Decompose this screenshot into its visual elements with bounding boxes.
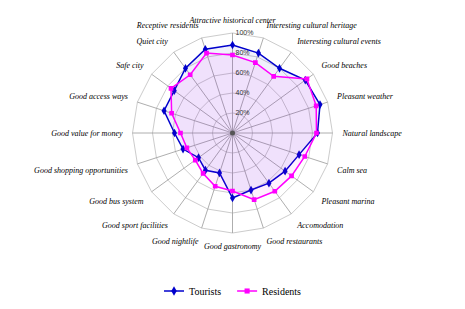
marker — [204, 51, 209, 56]
chart: 20%40%60%80%100%Attractive historical ce… — [0, 0, 465, 309]
category-label: Calm sea — [337, 166, 367, 175]
category-label: Safe city — [116, 61, 144, 70]
marker — [289, 174, 294, 179]
marker — [169, 111, 174, 116]
marker — [302, 154, 307, 159]
marker — [272, 189, 277, 194]
category-labels: Attractive historical centerInteresting … — [34, 16, 402, 251]
legend-marker — [245, 288, 250, 293]
marker — [253, 60, 258, 65]
marker — [183, 64, 188, 73]
tick-labels: 20% 40% 60% 80% 100% — [236, 29, 254, 116]
marker — [193, 158, 198, 163]
tick-label: 80% — [236, 49, 250, 56]
category-label: Good gastronomy — [204, 242, 262, 251]
category-label: Accomodation — [296, 221, 343, 230]
category-label: Good access ways — [69, 92, 128, 101]
series-markers — [162, 41, 323, 203]
series-markers — [169, 51, 319, 202]
category-label: Good value for money — [51, 129, 123, 138]
marker — [169, 86, 174, 91]
marker — [230, 194, 235, 203]
tick-label: 20% — [236, 109, 250, 116]
marker — [256, 49, 261, 58]
category-label: Good sport facilities — [102, 221, 168, 230]
series-line — [171, 53, 316, 199]
grid-ring — [133, 33, 333, 233]
category-label: Natural landscape — [342, 129, 403, 138]
grid — [133, 33, 333, 233]
tick-label: 100% — [236, 29, 254, 36]
legend-item: Tourists — [164, 286, 221, 297]
legend-label: Residents — [262, 286, 301, 297]
category-label: Good restaurants — [266, 237, 322, 246]
legend-marker — [171, 286, 176, 295]
marker — [230, 41, 235, 50]
category-label: Good bus system — [89, 197, 143, 206]
category-label: Pleasant marina — [320, 197, 374, 206]
marker — [277, 64, 282, 73]
marker — [252, 197, 257, 202]
marker — [188, 72, 193, 77]
tick-label: 60% — [236, 69, 250, 76]
series-group — [162, 41, 323, 203]
spokes — [133, 33, 333, 233]
marker — [305, 77, 310, 82]
marker — [172, 129, 177, 138]
marker — [271, 74, 276, 79]
legend: Tourists Residents — [164, 286, 301, 297]
legend-label: Tourists — [189, 286, 221, 297]
marker — [213, 184, 218, 189]
marker — [201, 171, 206, 176]
category-label: Interesting cultural heritage — [265, 21, 357, 30]
category-label: Good beaches — [321, 61, 367, 70]
category-label: Good shopping opportunities — [34, 166, 128, 175]
category-label: Quiet city — [137, 37, 169, 46]
marker — [314, 103, 319, 108]
tick-label: 40% — [236, 89, 250, 96]
category-label: Interesting cultural events — [296, 37, 381, 46]
marker — [314, 131, 319, 136]
category-label: Receptive residents — [136, 21, 199, 30]
marker — [230, 53, 235, 58]
marker — [230, 189, 235, 194]
radar: 20%40%60%80%100%Attractive historical ce… — [34, 16, 402, 251]
marker — [162, 106, 167, 115]
category-label: Attractive historical center — [188, 16, 276, 25]
legend-item: Residents — [237, 286, 301, 297]
marker — [185, 145, 190, 150]
category-label: Good nightlife — [152, 237, 199, 246]
center-dot — [230, 131, 235, 136]
category-label: Pleasant weather — [336, 92, 394, 101]
marker — [178, 131, 183, 136]
